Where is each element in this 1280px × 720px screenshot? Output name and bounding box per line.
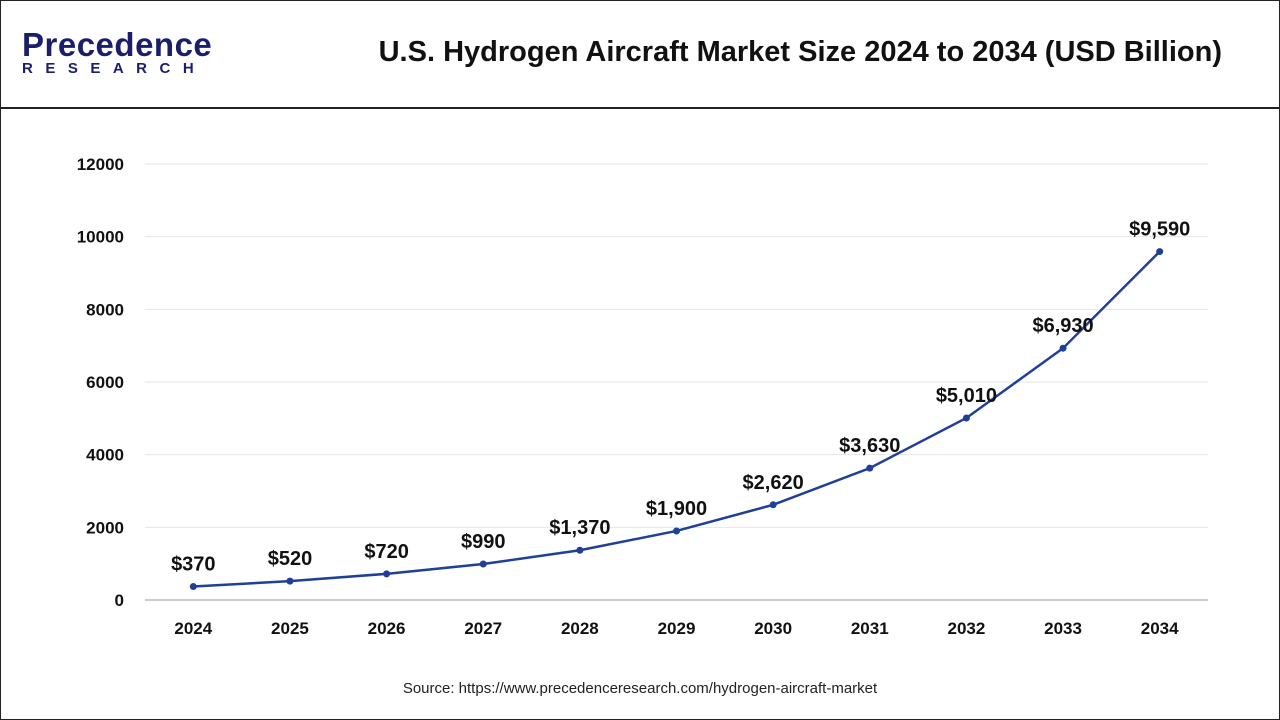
chart-title: U.S. Hydrogen Aircraft Market Size 2024 … bbox=[378, 36, 1222, 68]
y-tick-label: 6000 bbox=[86, 373, 124, 392]
data-point bbox=[962, 414, 970, 422]
x-tick-label: 2026 bbox=[368, 619, 406, 638]
x-tick-label: 2030 bbox=[754, 619, 792, 638]
y-tick-label: 4000 bbox=[86, 446, 124, 465]
data-point bbox=[1059, 344, 1067, 352]
data-label: $3,630 bbox=[839, 435, 900, 457]
data-point bbox=[286, 577, 294, 585]
data-point bbox=[189, 583, 197, 591]
x-tick-label: 2025 bbox=[271, 619, 309, 638]
data-label: $5,010 bbox=[936, 385, 997, 407]
logo-main: Precedence bbox=[22, 26, 213, 63]
data-point bbox=[576, 546, 584, 554]
series-line bbox=[193, 250, 1161, 588]
data-label: $720 bbox=[364, 541, 409, 563]
x-tick-label: 2027 bbox=[464, 619, 502, 638]
data-point bbox=[383, 570, 391, 578]
x-tick-label: 2034 bbox=[1141, 619, 1179, 638]
header: Precedence RESEARCH U.S. Hydrogen Aircra… bbox=[0, 0, 1280, 109]
x-tick-label: 2029 bbox=[658, 619, 696, 638]
data-label: $990 bbox=[461, 531, 506, 553]
y-tick-label: 2000 bbox=[86, 518, 124, 537]
data-label: $2,620 bbox=[743, 472, 804, 494]
x-tick-label: 2028 bbox=[561, 619, 599, 638]
data-label: $6,930 bbox=[1032, 315, 1093, 337]
data-label: $9,590 bbox=[1129, 219, 1190, 241]
data-label: $520 bbox=[268, 548, 313, 570]
data-point bbox=[479, 560, 487, 568]
data-point bbox=[1156, 248, 1164, 256]
data-point bbox=[769, 501, 777, 509]
data-label: $1,900 bbox=[646, 498, 707, 520]
x-tick-label: 2024 bbox=[174, 619, 212, 638]
x-tick-label: 2032 bbox=[947, 619, 985, 638]
data-point bbox=[866, 464, 874, 472]
data-label: $1,370 bbox=[549, 517, 610, 539]
y-tick-label: 10000 bbox=[77, 228, 124, 247]
data-label: $370 bbox=[171, 554, 216, 576]
y-tick-label: 12000 bbox=[77, 155, 124, 174]
logo: Precedence RESEARCH bbox=[22, 26, 213, 78]
y-tick-label: 8000 bbox=[86, 300, 124, 319]
data-point bbox=[673, 527, 680, 535]
x-tick-label: 2033 bbox=[1044, 619, 1082, 638]
source-note: Source: https://www.precedenceresearch.c… bbox=[402, 680, 878, 697]
x-tick-label: 2031 bbox=[851, 619, 889, 638]
y-tick-label: 0 bbox=[115, 591, 124, 610]
logo-sub: RESEARCH bbox=[22, 60, 207, 77]
